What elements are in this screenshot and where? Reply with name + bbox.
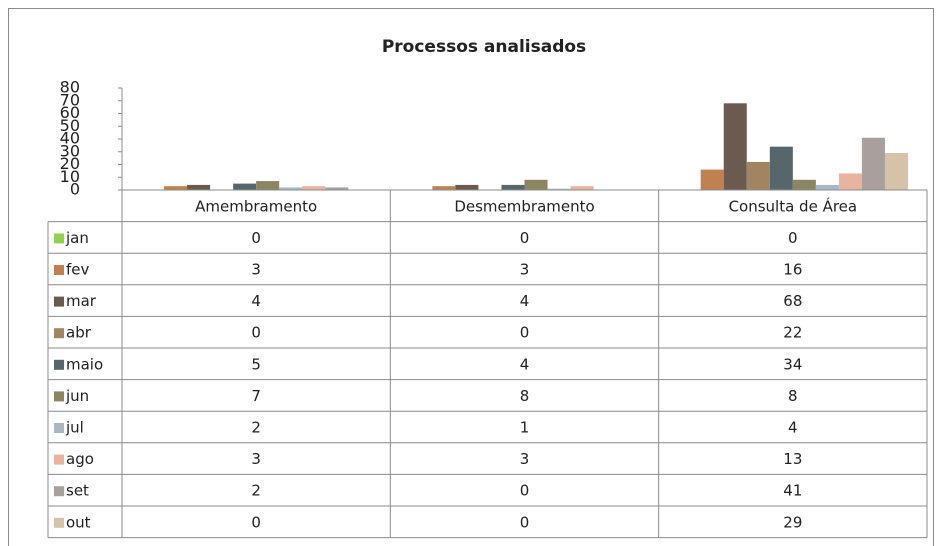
column-header: Consulta de Área [729,196,858,215]
y-tick-label: 70 [60,90,80,109]
table-value: 0 [520,229,530,247]
chart-border [8,8,934,546]
table-value: 4 [520,292,530,310]
table-value: 3 [520,450,530,468]
table-value: 0 [251,513,261,531]
table-value: 0 [520,324,530,342]
y-tick-label: 40 [60,129,80,148]
legend-label: jun [65,387,89,405]
bar [815,184,839,190]
bar [432,186,456,190]
bar [723,103,747,190]
legend-label: out [66,513,91,531]
bar [769,146,793,190]
table-value: 34 [783,355,802,373]
y-tick-label: 30 [60,141,80,160]
table-value: 29 [783,513,802,531]
table-value: 2 [251,419,261,437]
legend-key [54,423,64,433]
y-tick-label: 50 [60,116,80,135]
table-value: 4 [251,292,261,310]
column-header: Amembramento [195,197,317,215]
legend-label: jul [65,419,84,437]
table-value: 1 [520,419,530,437]
bar [325,187,349,190]
table-value: 3 [520,261,530,279]
table-value: 8 [520,387,530,405]
chart-title: Processos analisados [382,37,586,57]
bar [501,184,525,190]
y-tick-label: 10 [60,167,80,186]
legend-label: maio [66,355,103,373]
bar [524,179,548,190]
legend-label: set [66,482,89,500]
bar [861,137,885,190]
bar [570,186,594,190]
legend-key [54,359,64,370]
table-value: 68 [783,292,802,310]
column-header: Desmembramento [454,197,594,215]
bar [256,181,280,190]
bar [884,153,908,190]
table-value: 2 [251,482,261,500]
bar [838,173,862,190]
table-value: 5 [251,355,261,373]
table-value: 3 [251,450,261,468]
table-value: 0 [520,513,530,531]
bar [164,186,188,190]
table-value: 41 [783,482,802,500]
table-value: 7 [251,387,261,405]
legend-label: jan [65,229,89,247]
legend-key [54,265,64,275]
legend-key [54,517,64,528]
table-value: 0 [788,229,798,247]
legend-label: mar [66,292,97,310]
y-tick-label: 20 [60,154,80,173]
legend-key [54,296,64,307]
table-value: 0 [520,482,530,500]
legend-label: abr [66,324,92,342]
bar [700,169,724,190]
legend-key [54,454,64,465]
bar [792,179,816,190]
table-value: 4 [520,355,530,373]
bar [187,184,211,190]
bar [302,186,326,190]
legend-label: fev [66,261,90,279]
bar [746,161,770,190]
table-value: 4 [788,419,798,437]
y-tick-label: 0 [70,180,80,199]
bar [233,183,257,190]
bar [455,184,479,190]
legend-key [54,233,64,244]
table-value: 13 [783,450,802,468]
bar [279,187,303,190]
legend-label: ago [66,450,94,468]
table-value: 3 [251,261,261,279]
y-tick-label: 80 [60,78,80,97]
legend-key [54,486,64,497]
legend-key [54,391,64,402]
table-value: 0 [251,229,261,247]
table-value: 22 [783,324,802,342]
legend-key [54,328,64,339]
table-value: 0 [251,324,261,342]
table-value: 16 [783,261,802,279]
table-value: 8 [788,387,798,405]
bar [547,188,571,190]
y-tick-label: 60 [60,103,80,122]
